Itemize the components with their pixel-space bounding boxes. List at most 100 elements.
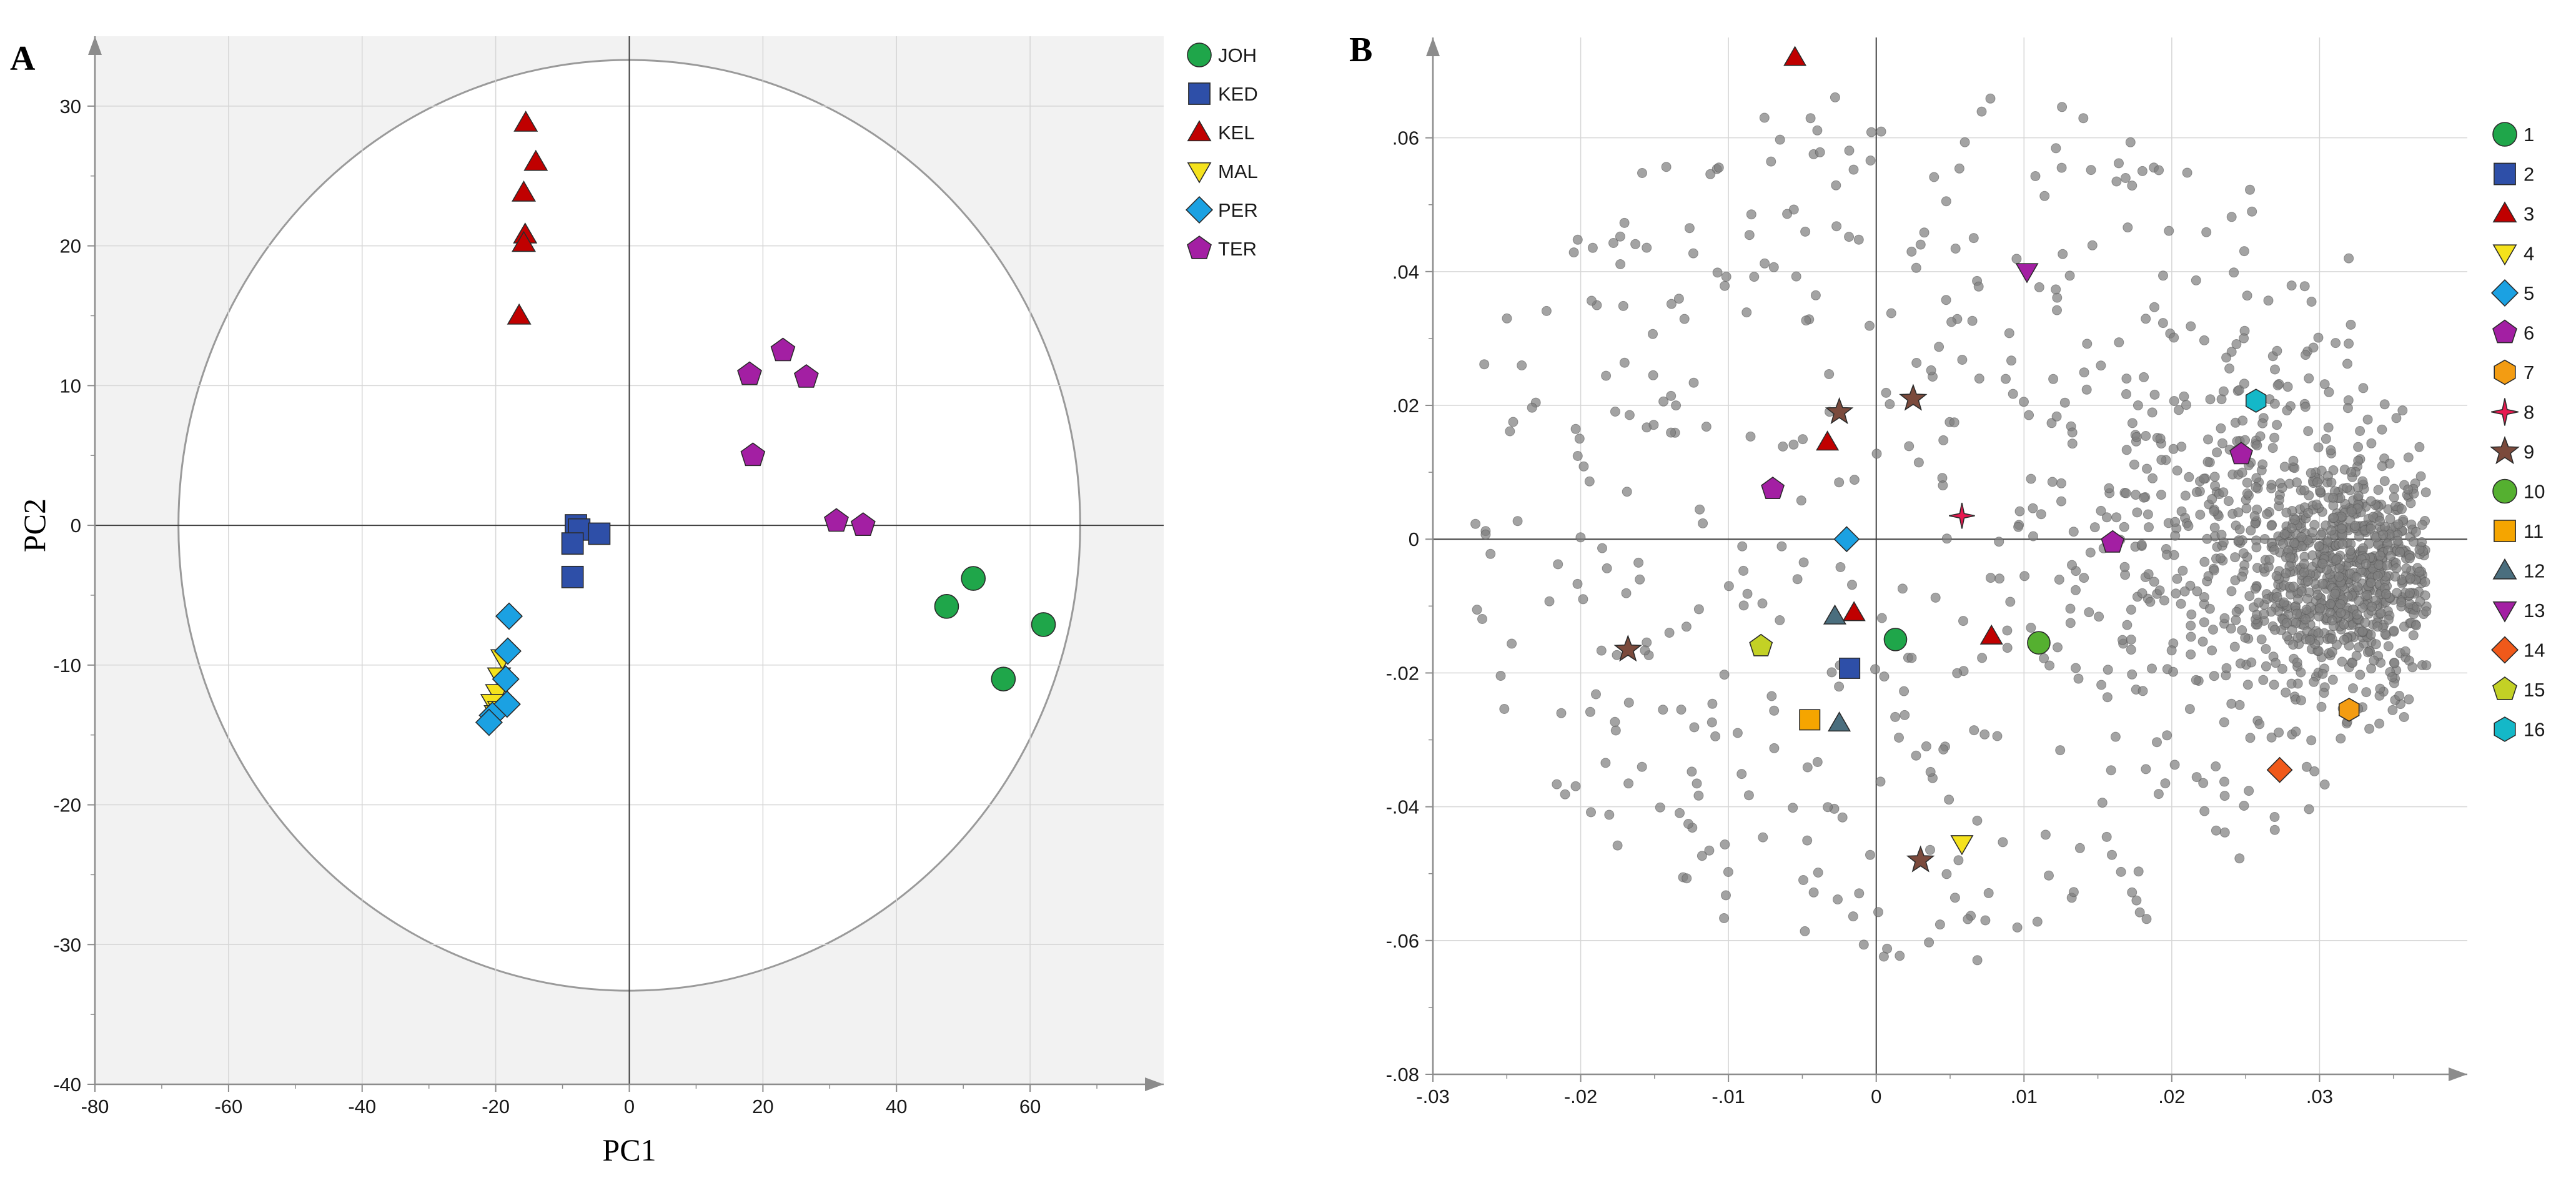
panel-b-variable-point xyxy=(1957,355,1968,365)
panel-b-variable-point xyxy=(2219,717,2229,728)
panel-b-variable-point xyxy=(2253,597,2264,608)
panel-b-variable-point xyxy=(2111,512,2122,523)
panel-b-variable-point xyxy=(2389,492,2399,503)
panel-b-variable-point xyxy=(1834,681,1845,692)
panel-b-variable-point xyxy=(2277,663,2287,674)
panel-b-variable-point xyxy=(1517,360,1527,370)
panel-b-variable-point xyxy=(2054,575,2064,585)
panel-b-legend-label-13: 13 xyxy=(2524,600,2545,621)
panel-b-variable-point xyxy=(2238,548,2249,558)
panel-b-variable-point xyxy=(2121,374,2132,384)
panel-b-variable-point xyxy=(1693,604,1704,615)
panel-b-variable-point xyxy=(2203,434,2213,445)
panel-b-variable-point xyxy=(1865,849,1875,860)
panel-b-variable-point xyxy=(2094,611,2104,622)
panel-b-variable-point xyxy=(2357,626,2368,636)
panel-b-variable-point xyxy=(2354,642,2364,653)
panel-b-variable-point xyxy=(1720,839,1730,849)
panel-b-variable-point xyxy=(2039,653,2049,663)
panel-b-variable-point xyxy=(1778,441,1788,452)
panel-b-variable-point xyxy=(2269,812,2280,822)
panel-b-variable-point xyxy=(1578,461,1589,472)
panel-a-legend-label-mal: MAL xyxy=(1218,161,1258,182)
panel-b-variable-point xyxy=(2199,592,2209,602)
panel-b-variable-point xyxy=(2390,572,2400,582)
panel-b-legend-marker-6 xyxy=(2492,319,2517,344)
panel-b-variable-point xyxy=(1679,314,1690,324)
panel-b-variable-point xyxy=(2304,373,2314,384)
panel-b-variable-point xyxy=(1873,907,1883,918)
panel-b-variable-point xyxy=(1849,475,1860,485)
panel-a-xtick-label: 20 xyxy=(752,1096,773,1117)
panel-b-variable-point xyxy=(2119,522,2129,532)
panel-b-variable-point xyxy=(2012,922,2023,933)
panel-b-variable-point xyxy=(2306,735,2317,746)
panel-b-variable-point xyxy=(1642,242,1652,253)
panel-b-variable-point xyxy=(1875,776,1886,787)
panel-b-variable-point xyxy=(2164,225,2174,236)
panel-a-ytick-label: 0 xyxy=(71,515,81,537)
panel-b-variable-point xyxy=(1615,259,1626,269)
panel-b-variable-point xyxy=(1808,887,1819,898)
panel-b-variable-point xyxy=(1805,113,1816,124)
panel-b-variable-point xyxy=(1741,307,1752,318)
panel-b-legend-marker-11 xyxy=(2494,520,2516,542)
panel-b-variable-point xyxy=(2269,398,2280,409)
panel-b-variable-point xyxy=(2141,914,2152,924)
panel-b-variable-point xyxy=(2186,321,2196,332)
panel-b-variable-point xyxy=(1608,238,1618,248)
panel-b-variable-point xyxy=(2116,866,2126,877)
panel-b-variable-point xyxy=(2157,318,2168,329)
panel-b-variable-point xyxy=(2051,411,2062,422)
panel-b-variable-point xyxy=(2184,704,2195,715)
panel-b-variable-point xyxy=(2207,645,2217,656)
panel-b-variable-point xyxy=(2166,645,2177,656)
panel-b-variable-point xyxy=(1768,262,1779,272)
panel-b-variable-point xyxy=(1906,246,1917,257)
panel-b-variable-point xyxy=(2209,671,2219,681)
panel-b-variable-point xyxy=(2256,634,2267,645)
panel-b-variable-point xyxy=(2290,515,2301,525)
panel-b-variable-point xyxy=(2001,374,2011,384)
panel-b-variable-point xyxy=(1769,743,1780,753)
panel-b-variable-point xyxy=(2304,804,2314,814)
panel-b-point-13 xyxy=(2015,263,2039,284)
panel-b-variable-point xyxy=(2393,519,2404,530)
panel-b-legend-marker-2 xyxy=(2494,162,2516,186)
panel-b-variable-point xyxy=(2326,477,2337,488)
panel-b-variable-point xyxy=(2392,535,2403,546)
panel-b-variable-point xyxy=(2278,538,2288,549)
panel-b-variable-point xyxy=(2352,582,2363,592)
panel-a-legend-marker-joh xyxy=(1187,42,1212,67)
panel-b-variable-point xyxy=(2179,586,2190,596)
panel-b-variable-point xyxy=(1508,417,1518,427)
panel-b-variable-point xyxy=(2369,655,2379,666)
panel-b-variable-point xyxy=(2137,166,2147,176)
panel-b-variable-point xyxy=(1834,477,1845,488)
panel-b-variable-point xyxy=(2186,649,2196,660)
panel-b-variable-point xyxy=(2396,597,2407,608)
panel-b-variable-point xyxy=(2030,171,2041,181)
panel-b-variable-point xyxy=(1792,574,1803,585)
panel-b-variable-point xyxy=(2046,418,2057,428)
panel-b-variable-point xyxy=(1876,126,1886,137)
panel-b-variable-point xyxy=(2242,488,2252,498)
panel-b-variable-point xyxy=(1998,837,2008,848)
panel-b-variable-point xyxy=(2286,523,2297,533)
panel-b-point-7 xyxy=(2339,698,2360,722)
panel-b-variable-point xyxy=(2354,532,2364,542)
panel-b-variable-point xyxy=(2184,472,2194,482)
panel-b-variable-point xyxy=(1911,750,1921,761)
panel-b-variable-point xyxy=(2191,487,2202,497)
panel-b-variable-point xyxy=(2266,520,2277,531)
panel-b-variable-point xyxy=(1704,845,1715,856)
panel-b-variable-point xyxy=(1587,295,1597,306)
panel-b-variable-cloud xyxy=(1470,92,2432,966)
panel-b-variable-point xyxy=(1950,244,1961,254)
panel-b-variable-point xyxy=(1976,106,1987,117)
panel-a-legend-label-ter: TER xyxy=(1218,238,1257,260)
panel-b-variable-point xyxy=(2314,541,2324,552)
panel-b-variable-point xyxy=(1946,317,1957,327)
panel-b-variable-point xyxy=(1693,790,1704,801)
panel-b-variable-point xyxy=(2218,487,2229,498)
